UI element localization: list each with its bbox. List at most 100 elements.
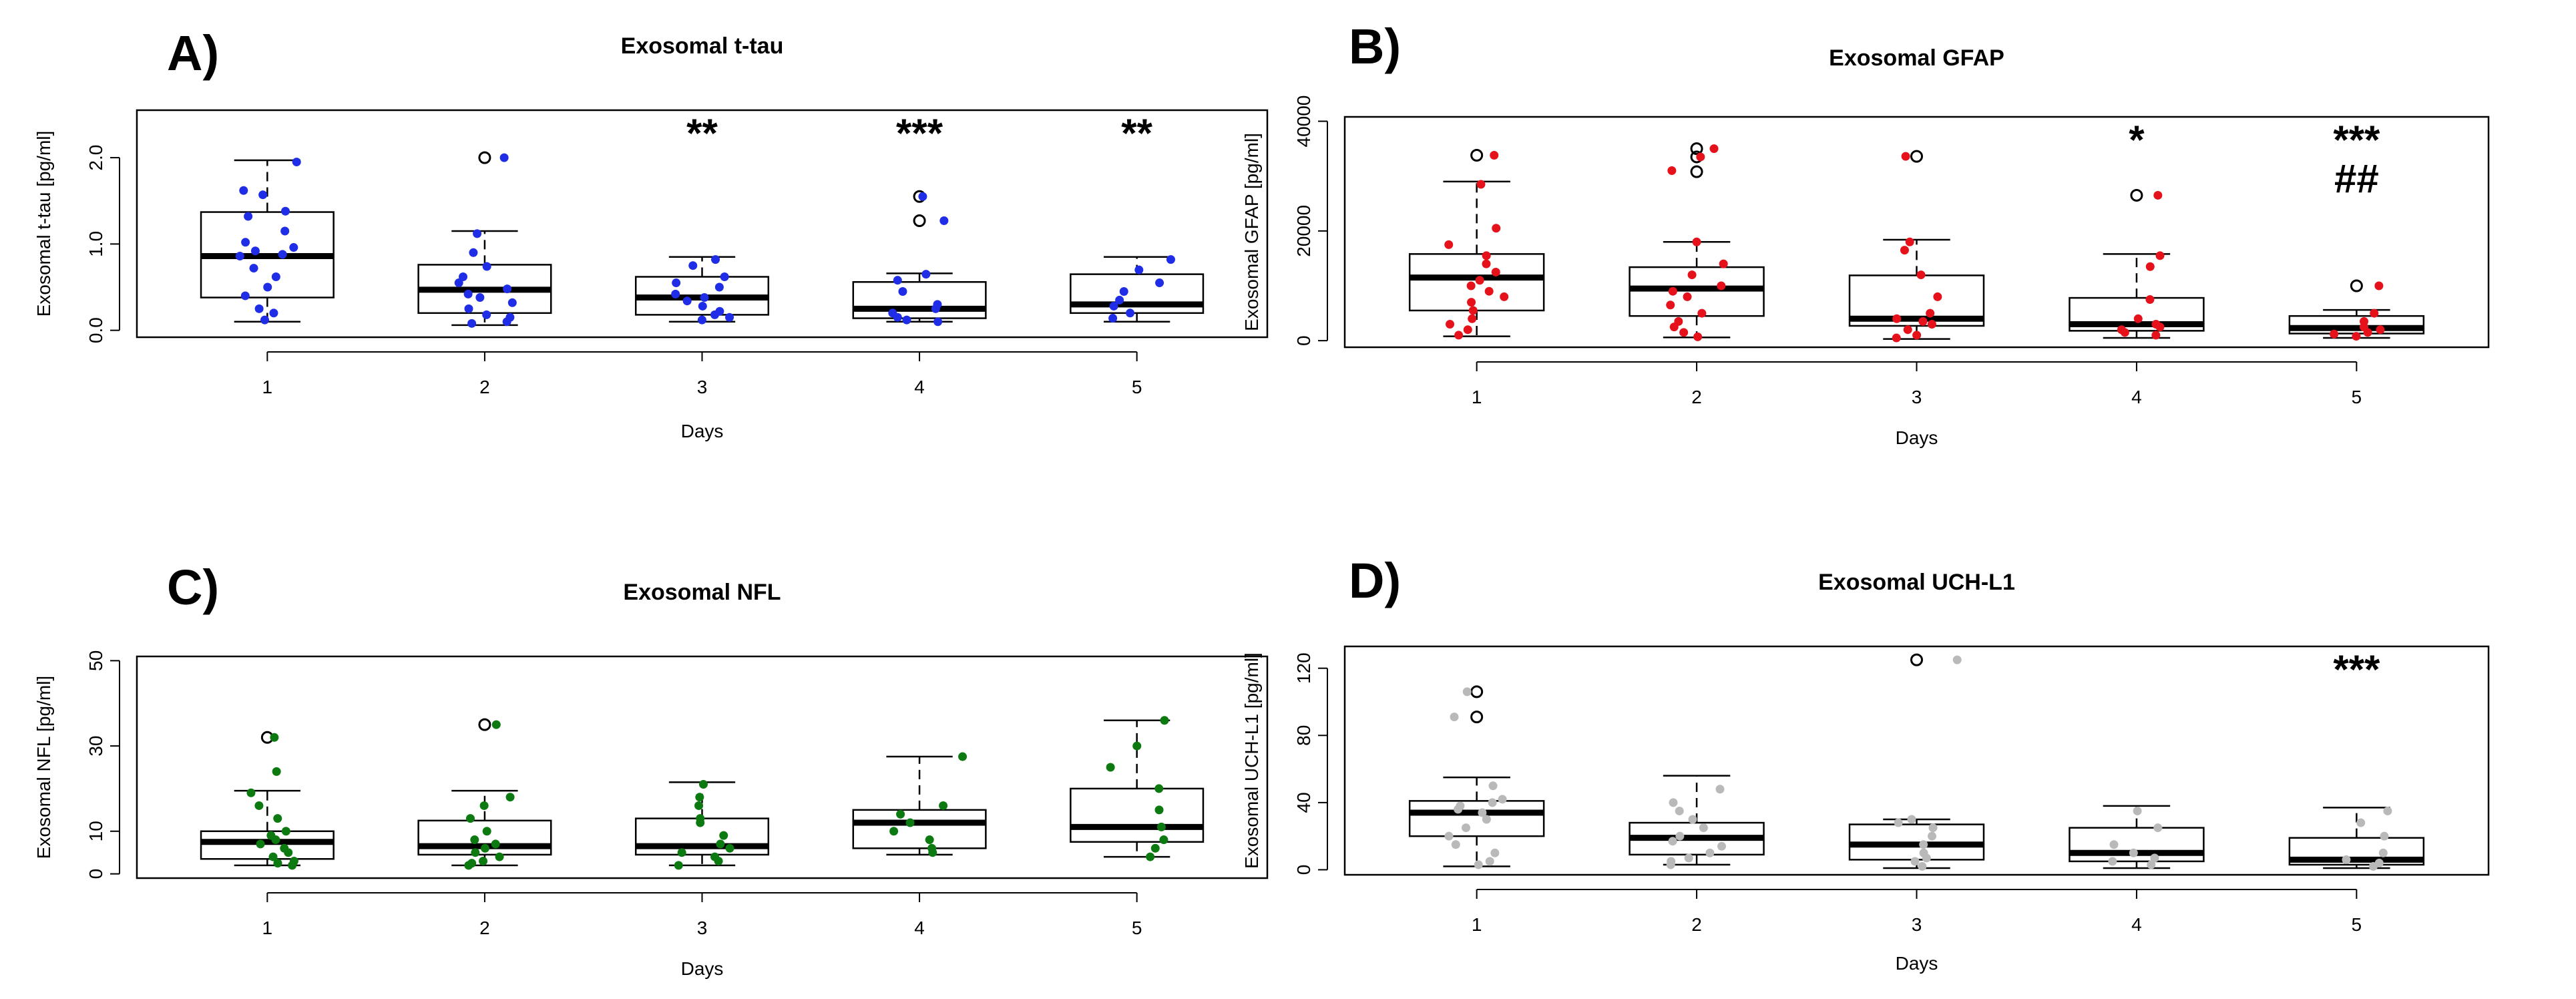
- data-point: [1669, 798, 1678, 807]
- outlier-point: [1470, 711, 1484, 724]
- x-tick-label: 4: [2131, 387, 2142, 407]
- x-tick-label: 2: [1691, 387, 1702, 407]
- box-day-5: [2288, 279, 2425, 339]
- data-point: [697, 315, 706, 325]
- points-day-2: [464, 720, 515, 870]
- data-point: [1926, 309, 1935, 318]
- data-point: [1132, 741, 1142, 751]
- data-point: [898, 286, 907, 296]
- data-point: [1466, 281, 1476, 290]
- data-point: [1696, 152, 1705, 162]
- data-point: [2147, 860, 2156, 869]
- panel-d: D) Exosomal UCH-L1 0 40 80 120 Exosomal UCH-L1…: [1241, 553, 2490, 974]
- data-point: [273, 814, 282, 823]
- data-point: [1109, 301, 1118, 311]
- significance-marker: ***: [896, 111, 943, 156]
- iqr-box: [2069, 827, 2205, 863]
- data-point: [256, 839, 265, 849]
- data-point: [1468, 314, 1477, 323]
- box-day-4: [852, 190, 987, 323]
- x-axis: 1 2 3 4 5: [262, 892, 1142, 938]
- y-tick-label: 20000: [1293, 205, 1314, 257]
- outlier-point: [1690, 165, 1703, 178]
- x-axis-label: Days: [1896, 953, 1938, 974]
- y-axis: 0 20000 40000: [1293, 95, 1328, 346]
- data-point: [958, 752, 968, 761]
- box-day-1: [200, 159, 335, 323]
- data-point: [249, 264, 258, 273]
- data-point: [1156, 822, 1166, 831]
- data-point: [2352, 332, 2361, 341]
- panel-c: C) Exosomal NFL 0 10 30 50 Exosomal NFL [pg/ml…: [33, 560, 1269, 979]
- points-day-2: [1666, 144, 1728, 341]
- x-tick-label: 2: [479, 377, 490, 397]
- data-point: [1490, 848, 1500, 857]
- data-point: [2330, 329, 2339, 339]
- panel-title: Exosomal UCH-L1: [1818, 570, 2015, 595]
- box-day-4: [2069, 805, 2205, 869]
- data-point: [270, 733, 279, 742]
- data-point: [473, 229, 482, 238]
- data-point: [1892, 314, 1902, 323]
- data-point: [465, 814, 475, 823]
- data-point: [1892, 333, 1901, 343]
- data-point: [1715, 785, 1725, 794]
- box-day-5: [2288, 807, 2425, 869]
- data-point: [928, 848, 937, 857]
- y-tick-label: 0: [1293, 865, 1314, 875]
- points-day-3: [1892, 152, 1942, 343]
- data-point: [1918, 861, 1927, 871]
- data-point: [1488, 798, 1497, 807]
- data-point: [1717, 281, 1726, 290]
- data-point: [711, 255, 720, 264]
- data-point: [905, 818, 915, 827]
- x-tick-label: 4: [914, 918, 925, 938]
- box-day-1: [200, 731, 335, 867]
- data-point: [2108, 857, 2117, 866]
- data-point: [1166, 255, 1175, 264]
- data-point: [273, 859, 282, 868]
- data-point: [1146, 852, 1155, 861]
- data-point: [925, 835, 934, 845]
- data-point: [292, 158, 301, 167]
- points-day-4: [888, 192, 949, 327]
- data-point: [2378, 848, 2388, 857]
- significance-marker: **: [1121, 111, 1152, 156]
- y-axis: 0 10 30 50: [85, 650, 120, 879]
- data-point: [1668, 286, 1677, 296]
- data-point: [1699, 823, 1708, 833]
- data-point: [1705, 848, 1715, 857]
- data-point: [1451, 840, 1460, 849]
- data-point: [1444, 240, 1454, 249]
- data-point: [671, 289, 680, 298]
- data-point: [1919, 840, 1928, 849]
- y-axis-label: Exosomal GFAP [pg/ml]: [1241, 133, 1262, 331]
- data-point: [1697, 309, 1707, 318]
- data-point: [271, 835, 280, 845]
- data-point: [1482, 815, 1491, 824]
- data-point: [1928, 831, 1937, 841]
- iqr-box: [1070, 787, 1205, 843]
- data-point: [1916, 270, 1926, 280]
- box-day-3: [1848, 150, 1985, 340]
- data-point: [2370, 309, 2379, 318]
- data-point: [481, 843, 490, 853]
- points-day-5: [2342, 806, 2392, 871]
- data-point: [682, 296, 692, 306]
- y-tick-label: 1.0: [85, 231, 106, 257]
- data-point: [479, 801, 489, 810]
- data-point: [1491, 267, 1500, 276]
- box-day-2: [417, 151, 552, 327]
- data-point: [1669, 323, 1679, 332]
- points-day-5: [2330, 281, 2385, 341]
- data-point: [896, 809, 905, 819]
- data-point: [1901, 152, 1910, 161]
- data-point: [1933, 292, 1942, 301]
- y-tick-label: 30: [85, 735, 106, 756]
- data-point: [502, 317, 511, 327]
- data-point: [1474, 860, 1483, 869]
- data-point: [463, 289, 473, 298]
- data-point: [725, 313, 734, 322]
- data-point: [939, 801, 948, 810]
